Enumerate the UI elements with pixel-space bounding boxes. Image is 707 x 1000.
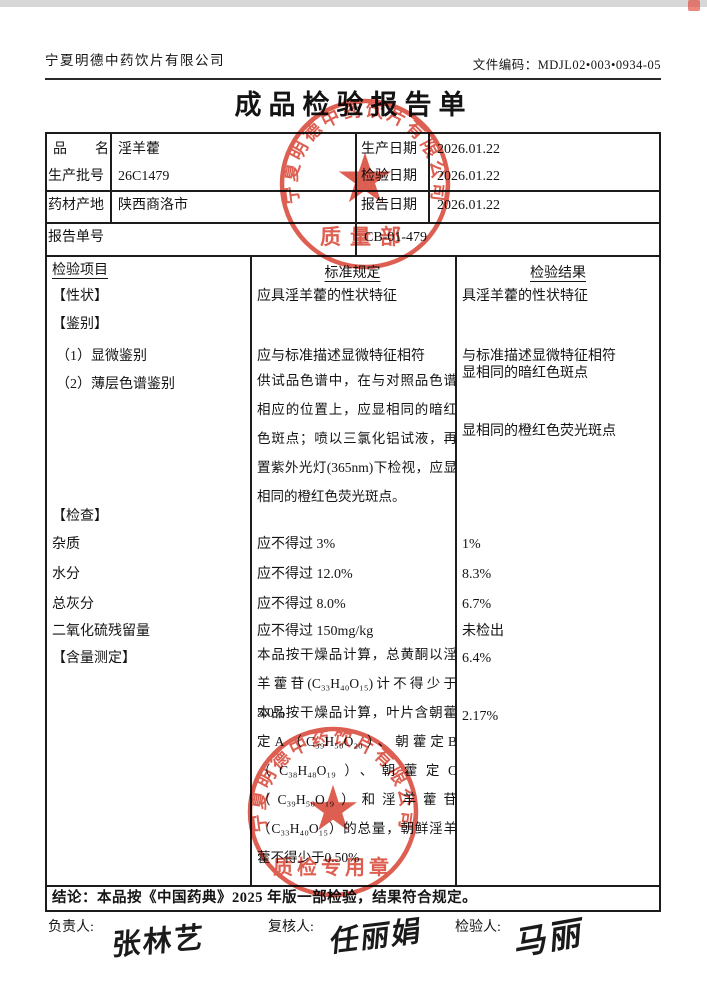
item-examination: 【检查】	[52, 509, 108, 524]
item-impurity: 杂质	[52, 537, 80, 552]
reviewer-label: 复核人:	[268, 920, 314, 935]
conclusion-text: 结论：本品按《中国药典》2025 年版一部检验，结果符合规定。	[52, 890, 478, 906]
result-microscopic: 与标准描述显微特征相符	[462, 349, 616, 364]
origin-value: 陕西商洛市	[118, 198, 188, 213]
result-total-ash: 6.7%	[462, 597, 492, 612]
table-border-left	[45, 132, 47, 912]
result-assay-flavonoids: 6.4%	[462, 651, 492, 666]
stamp-star-icon	[338, 152, 392, 203]
item-moisture: 水分	[52, 567, 80, 582]
quality-department-stamp: 宁夏明德中药饮片有限公司 质量部	[279, 98, 451, 270]
result-impurity: 1%	[462, 537, 481, 552]
table-border-top	[45, 132, 661, 134]
batch-number-value: 26C1479	[118, 169, 170, 184]
report-number-value: CB-01-479	[364, 230, 427, 245]
scan-red-speck	[688, 0, 700, 11]
col-divider-date	[428, 132, 430, 222]
product-name-value: 淫羊藿	[118, 142, 160, 157]
col-divider-label	[110, 132, 112, 222]
batch-number-label: 生产批号	[48, 169, 104, 184]
standard-total-ash: 应不得过 8.0%	[257, 597, 346, 612]
item-identification: 【鉴别】	[52, 317, 108, 332]
row-divider-4	[45, 885, 661, 887]
responsible-person-label: 负责人:	[48, 920, 94, 935]
document-code: 文件编码：MDJL02•003•0934-05	[472, 58, 661, 72]
row-divider-2	[45, 222, 661, 224]
result-so2: 未检出	[462, 624, 504, 639]
item-so2-residue: 二氧化硫残留量	[52, 624, 150, 639]
item-microscopic-id: （1）显微鉴别	[56, 349, 147, 364]
result-moisture: 8.3%	[462, 567, 492, 582]
inspector-signature: 马丽	[513, 914, 586, 964]
column-header-item: 检验项目	[52, 263, 108, 278]
responsible-person-signature: 张林艺	[111, 921, 206, 963]
standard-moisture: 应不得过 12.0%	[257, 567, 353, 582]
result-assay-epimedins: 2.17%	[462, 709, 499, 724]
column-header-standard: 标准规定	[324, 266, 381, 281]
standard-impurity: 应不得过 3%	[257, 537, 336, 552]
table-border-right	[659, 132, 661, 912]
col-divider-result	[455, 255, 457, 885]
column-header-result: 检验结果	[530, 266, 586, 281]
stamp-department-text: 质量部	[320, 225, 410, 249]
table-border-bottom	[45, 910, 661, 912]
reviewer-signature: 任丽娟	[328, 915, 424, 960]
standard-so2: 应不得过 150mg/kg	[257, 624, 374, 639]
report-date-label: 报告日期	[361, 198, 417, 213]
company-name: 宁夏明德中药饮片有限公司	[45, 53, 225, 68]
result-tlc-fluorescence: 显相同的橙红色荧光斑点	[462, 424, 616, 439]
stamp-circle	[279, 98, 451, 270]
row-divider-3	[45, 255, 661, 257]
col-divider-standard	[250, 255, 252, 885]
result-tlc-spot: 显相同的暗红色斑点	[462, 366, 588, 381]
production-date-value: 2026.01.22	[437, 142, 500, 157]
page-title: 成品检验报告单	[234, 90, 473, 120]
result-character: 具淫羊藿的性状特征	[462, 289, 588, 304]
item-tlc-id: （2）薄层色谱鉴别	[56, 377, 175, 392]
stamp-star-icon	[309, 784, 357, 831]
production-date-label: 生产日期	[361, 142, 417, 157]
product-name-label: 品 名	[53, 142, 109, 157]
standard-microscopic: 应与标准描述显微特征相符	[257, 349, 425, 364]
item-assay: 【含量测定】	[52, 651, 136, 666]
report-date-value: 2026.01.22	[437, 198, 500, 213]
scan-edge-artifact	[0, 0, 707, 7]
standard-character: 应具淫羊藿的性状特征	[257, 289, 397, 304]
item-character: 【性状】	[52, 289, 108, 304]
qc-special-stamp: 宁夏明德中药饮片有限公司 质检专用章	[247, 726, 419, 898]
origin-label: 药材产地	[48, 198, 104, 213]
inspector-label: 检验人:	[455, 920, 501, 935]
standard-tlc: 供试品色谱中，在与对照品色谱相应的位置上，应显相同的暗红色斑点；喷以三氯化铝试液…	[257, 373, 457, 504]
item-total-ash: 总灰分	[52, 597, 94, 612]
report-number-label: 报告单号	[48, 230, 104, 245]
stamp-circle	[247, 726, 419, 898]
stamp-qc-text: 质检专用章	[273, 855, 393, 879]
header-rule	[45, 78, 661, 80]
standard-assay-flavonoids: 本品按干燥品计算，总黄酮以淫羊藿苷(C₃₃H₄₀O₁₅)计不得少于5.0%	[257, 647, 457, 720]
test-date-value: 2026.01.22	[437, 169, 500, 184]
